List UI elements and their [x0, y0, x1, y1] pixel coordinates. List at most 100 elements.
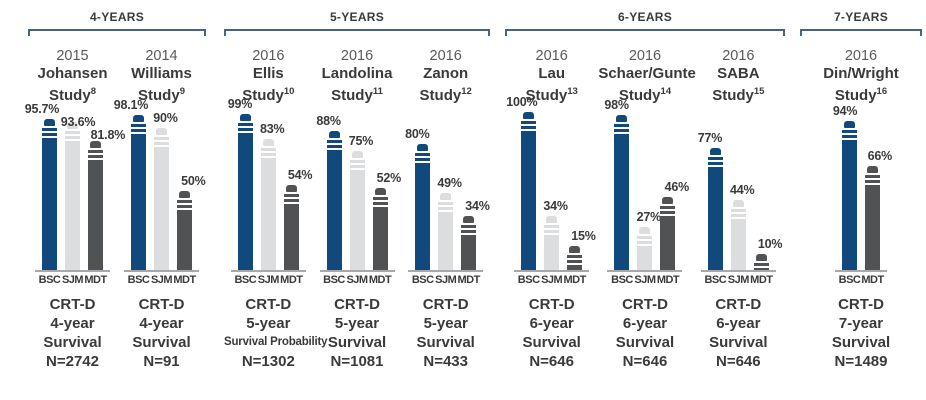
baseline: [35, 270, 110, 272]
study-column: 2016 Ellis Study10 99% 83% 54% BSC SJM MDT CRT-D 5…: [224, 47, 328, 371]
bar-value-label: 34%: [543, 199, 568, 213]
study-year: 2016: [628, 48, 662, 64]
study-title: 2015 Johansen Study8: [28, 47, 117, 104]
device-label-mdt: MDT: [457, 274, 481, 286]
caption-line: Survival: [615, 334, 675, 351]
device-label-sjm: SJM: [61, 274, 84, 286]
study-name: SABA: [717, 65, 760, 82]
survival-bar-bsc: 80%: [405, 127, 431, 270]
study-year: 2016: [252, 48, 285, 64]
study-caption: CRT-D 5-year Survival N=1081: [313, 295, 402, 371]
study-reference: 10: [283, 86, 295, 97]
group-label: 6-YEARS: [617, 10, 673, 24]
bar-cluster: 80% 49% 34%: [401, 110, 490, 270]
bar-cap: [285, 185, 297, 192]
bar-value-label: 90%: [153, 111, 178, 125]
device-label-bsc: BSC: [234, 274, 257, 286]
bar-cap: [440, 193, 452, 200]
bar-body: [283, 194, 299, 270]
study-word: Study15: [712, 86, 765, 104]
bar-body: [260, 148, 276, 270]
study-name: Schaer/Gunte: [598, 65, 696, 82]
bar-value-label: 54%: [287, 168, 313, 182]
study-year: 2016: [535, 48, 568, 64]
bar-value-label: 27%: [636, 210, 662, 224]
study-word: Study8: [49, 86, 96, 104]
bar-body: [177, 200, 192, 270]
study-title: 2016 Ellis Study10: [224, 47, 313, 104]
study-column: 2015 Johansen Study8 95.7% 93.6% 81.8% BSC SJM M…: [25, 47, 126, 371]
bar-cap: [732, 200, 744, 207]
device-label-bsc: BSC: [411, 274, 434, 286]
bar-body: [707, 157, 723, 270]
bar-cap: [569, 246, 581, 253]
bar-cap: [262, 139, 274, 146]
study-name: Johansen: [37, 65, 108, 82]
bar-cluster: 94% 66%: [800, 104, 922, 270]
study-title: 2016 Din/Wright Study16: [800, 47, 922, 104]
survival-bar-sjm: 27%: [637, 210, 661, 270]
caption-line: 4-year: [139, 315, 184, 332]
bar-value-label: 99%: [227, 97, 253, 111]
caption-line: CRT-D: [422, 296, 469, 313]
device-label-mdt: MDT: [280, 274, 303, 286]
survival-bar-sjm: 93.6%: [61, 115, 95, 270]
bar-cluster: 95.7% 93.6% 81.8%: [25, 102, 125, 270]
study-name: Williams: [131, 65, 192, 82]
caption-line: CRT-D: [138, 296, 185, 313]
group-bracket: [224, 29, 490, 36]
device-label-mdt: MDT: [750, 274, 773, 286]
bar-cap: [67, 122, 78, 129]
caption-line: 6-year: [622, 315, 668, 332]
study-title: 2016 SABA Study15: [692, 47, 785, 104]
bar-cluster: 98% 27% 46%: [598, 98, 691, 270]
survival-bar-bsc: 88%: [316, 114, 342, 270]
bar-cap: [523, 112, 535, 119]
bar-cap: [867, 166, 878, 173]
study-column: 2016 Schaer/Gunte Study14 98% 27% 46% BSC SJM MD…: [598, 47, 696, 371]
study-caption: CRT-D 6-year Survival N=646: [505, 295, 598, 371]
study-caption: CRT-D 6-year Survival N=646: [692, 295, 785, 371]
device-label-mdt: MDT: [84, 274, 107, 286]
survival-bar-bsc: 94%: [833, 104, 858, 270]
device-label-bsc: BSC: [127, 274, 150, 286]
device-label-row: BSC SJM MDT: [117, 274, 206, 286]
bar-value-label: 49%: [437, 176, 462, 190]
group-label: 5-YEARS: [329, 10, 385, 24]
bar-body: [65, 131, 80, 270]
year-group: 7-YEARS 2016 Din/Wright Study16 94% 66% BSC MDT…: [800, 10, 922, 371]
study-name: Ellis: [252, 65, 284, 82]
bar-body: [88, 150, 103, 270]
study-caption: CRT-D 5-year Survival N=433: [401, 295, 490, 371]
caption-line: N=91: [143, 353, 180, 370]
caption-line: N=1489: [834, 353, 888, 370]
survival-bar-bsc: 95.7%: [25, 102, 59, 270]
device-label-row: BSC MDT: [800, 274, 922, 286]
caption-line: N=646: [716, 353, 761, 370]
survival-bar-bsc: 99%: [228, 97, 253, 270]
bar-value-label: 44%: [730, 183, 755, 197]
bar-value-label: 77%: [697, 131, 723, 145]
bar-cap: [463, 216, 475, 223]
device-label-row: BSC SJM MDT: [598, 274, 691, 286]
bar-cap: [351, 151, 363, 158]
device-label-row: BSC SJM MDT: [224, 274, 313, 286]
caption-line: CRT-D: [334, 296, 380, 313]
bar-body: [349, 160, 365, 270]
caption-line: CRT-D: [528, 296, 575, 313]
year-group: 4-YEARS 2015 Johansen Study8 95.7% 93.6% 81.8%…: [25, 10, 206, 371]
study-caption: CRT-D 4-year Survival N=2742: [28, 295, 117, 371]
survival-bar-mdt: 52%: [372, 171, 401, 270]
study-name: Din/Wright: [823, 65, 899, 82]
bar-body: [730, 209, 746, 270]
bar-value-label: 66%: [867, 149, 893, 163]
bar-value-label: 52%: [376, 171, 402, 185]
caption-line: CRT-D: [245, 296, 292, 313]
device-label-row: BSC SJM MDT: [401, 274, 490, 286]
study-column: 2016 Zanon Study12 80% 49% 34% BSC SJM MDT CRT-D 5…: [401, 47, 490, 371]
caption-line: N=646: [529, 353, 574, 370]
device-label-sjm: SJM: [346, 274, 368, 286]
survival-bar-mdt: 81.8%: [88, 128, 125, 270]
bar-cap: [374, 188, 386, 195]
caption-line: Survival: [522, 334, 581, 351]
